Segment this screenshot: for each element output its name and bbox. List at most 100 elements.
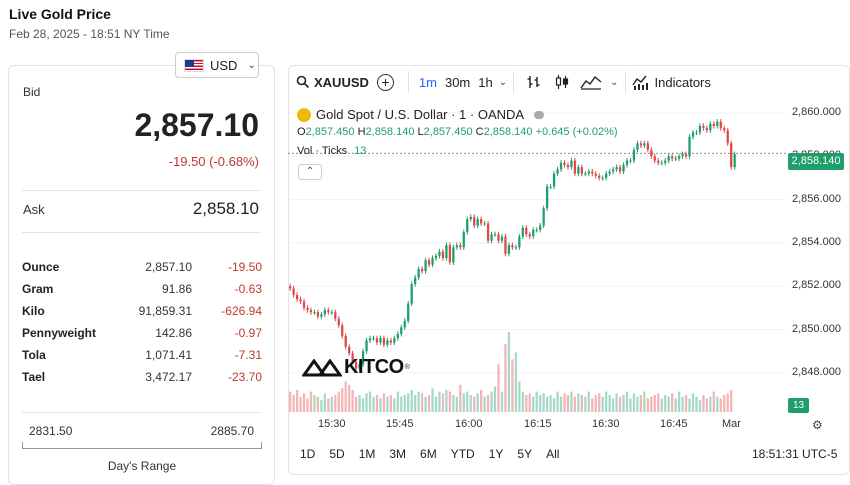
volume-bar	[556, 391, 559, 412]
unit-price: 91.86	[161, 282, 192, 296]
chart-type-chevron-icon[interactable]: ⌄	[610, 76, 619, 88]
days-range-label: Day's Range	[107, 459, 177, 473]
candle	[632, 149, 636, 161]
candle	[507, 245, 511, 254]
volume-bar	[622, 394, 625, 412]
candle	[497, 234, 500, 241]
volume-bar	[337, 391, 340, 412]
range-5y[interactable]: 5Y	[517, 447, 533, 461]
volume-bar	[677, 391, 681, 412]
table-row: Tola 1,071.41 -7.31	[22, 344, 262, 366]
volume-bar	[504, 343, 507, 412]
unit-change: -7.31	[234, 348, 262, 362]
low-label: L	[417, 126, 424, 138]
candle	[556, 169, 559, 174]
chevron-down-icon: ⌄	[247, 59, 256, 71]
volume-bar	[334, 394, 337, 412]
ask-value: 2,858.10	[192, 199, 259, 218]
candle	[365, 340, 368, 352]
timeframe-30m[interactable]: 30m	[444, 74, 471, 90]
candle	[653, 156, 656, 161]
collapse-legend-button[interactable]: ⌃	[298, 164, 322, 180]
volume-bar	[691, 393, 695, 412]
range-3m[interactable]: 3M	[389, 447, 407, 461]
volume-bar	[441, 393, 445, 412]
volume-bar	[295, 389, 299, 412]
candle	[382, 338, 386, 345]
volume-bar	[490, 391, 493, 412]
volume-bar	[730, 389, 733, 412]
bid-label: Bid	[23, 85, 41, 99]
candle	[716, 121, 719, 126]
timeframe-1h[interactable]: 1h	[478, 74, 493, 90]
more-options-icon[interactable]	[534, 110, 545, 119]
candle	[480, 219, 483, 224]
range-1d[interactable]: 1D	[300, 447, 316, 461]
volume-bar	[580, 394, 583, 412]
candle	[486, 223, 490, 241]
candle	[664, 160, 667, 163]
volume-bar	[438, 391, 441, 412]
chart-legend-title: Gold Spot / U.S. Dollar · 1 · OANDA	[297, 107, 545, 122]
candle	[667, 156, 670, 161]
range-ytd[interactable]: YTD	[450, 447, 475, 461]
y-axis-tick-label: 2,852.000	[792, 279, 841, 292]
compare-add-icon[interactable]: +	[376, 73, 394, 91]
volume-bar	[674, 398, 677, 412]
settings-icon[interactable]: ⚙	[812, 418, 823, 432]
candle	[427, 260, 431, 265]
table-row: Pennyweight 142.86 -0.97	[22, 322, 262, 344]
symbol-search[interactable]: XAUUSD	[296, 75, 369, 90]
table-row: Tael 3,472.17 -23.70	[22, 366, 262, 388]
unit-change: -0.97	[234, 326, 262, 340]
area-chart-icon[interactable]	[580, 74, 602, 90]
range-1m[interactable]: 1M	[358, 447, 376, 461]
us-flag-icon	[184, 58, 204, 72]
candle	[549, 186, 552, 188]
volume-bar	[608, 394, 611, 412]
candle	[688, 136, 691, 157]
x-axis-tick-label: 16:00	[455, 418, 483, 430]
volume-bar	[552, 398, 556, 412]
divider	[22, 412, 261, 413]
volume-bar	[549, 394, 552, 412]
candle	[518, 236, 521, 248]
candle	[341, 325, 344, 337]
candle	[594, 173, 597, 176]
range-high: 2885.70	[210, 424, 254, 438]
timeframe-1m[interactable]: 1m	[418, 74, 437, 90]
currency-select[interactable]: USD ⌄	[175, 52, 259, 78]
volume-bar	[417, 391, 420, 412]
volume-bar	[667, 396, 670, 412]
open-value: 2,857.450	[305, 126, 355, 138]
volume-legend: Vol · Ticks 13	[297, 145, 366, 157]
candles-icon[interactable]	[554, 74, 570, 90]
volume-label: Vol · Ticks	[297, 145, 348, 157]
volume-bar	[570, 391, 573, 412]
volume-bar	[407, 393, 410, 412]
range-5d[interactable]: 5D	[329, 447, 345, 461]
range-all[interactable]: All	[546, 447, 560, 461]
symbol-description: Gold Spot / U.S. Dollar · 1 · OANDA	[316, 107, 525, 122]
volume-bar	[646, 398, 649, 412]
timeframe-chevron-icon[interactable]: ⌄	[498, 76, 508, 88]
price-chart[interactable]	[288, 100, 786, 415]
candle	[438, 251, 441, 256]
volume-bar	[469, 394, 472, 412]
candle	[403, 320, 406, 328]
candle	[424, 260, 427, 272]
chart-clock[interactable]: 18:51:31 UTC-5	[752, 447, 838, 461]
candle	[407, 303, 410, 321]
range-1y[interactable]: 1Y	[488, 447, 504, 461]
bar-chart-type-icon[interactable]	[526, 74, 542, 90]
candle	[445, 245, 448, 259]
candle	[299, 299, 302, 302]
candle	[580, 167, 583, 174]
gold-symbol-icon	[297, 107, 311, 122]
indicators-button[interactable]: Indicators	[631, 74, 711, 90]
range-6m[interactable]: 6M	[420, 447, 437, 461]
candle	[368, 338, 372, 341]
volume-bar	[459, 384, 462, 412]
candle	[618, 167, 622, 172]
candle	[705, 128, 709, 131]
